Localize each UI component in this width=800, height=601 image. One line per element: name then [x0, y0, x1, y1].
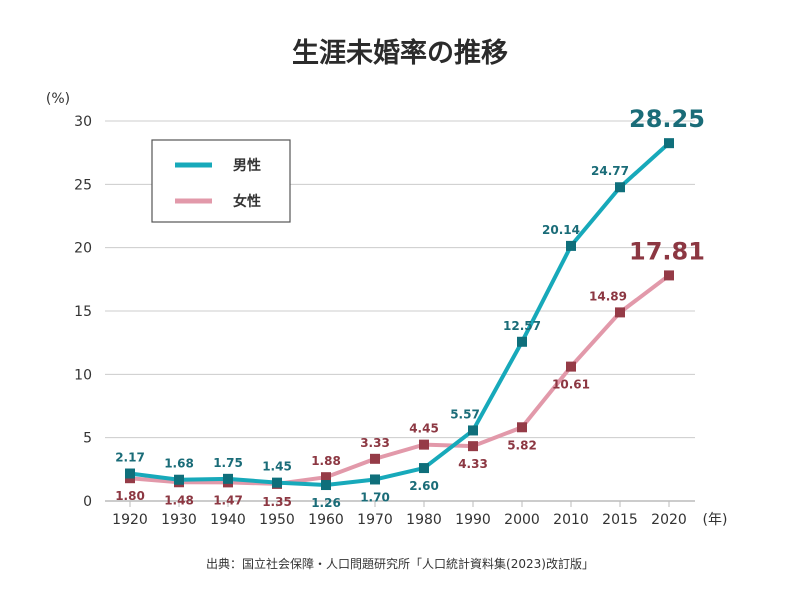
- data-point: [468, 441, 478, 452]
- data-label: 24.77: [591, 164, 629, 178]
- data-point: [615, 182, 625, 193]
- chart-title: 生涯未婚率の推移: [292, 37, 508, 69]
- x-tick-label: 1940: [210, 512, 246, 528]
- data-label: 3.33: [360, 436, 390, 450]
- y-tick-label: 20: [74, 241, 92, 257]
- data-labels-female: 1.80 1.48 1.47 1.35 1.88 3.33 4.45 4.33 5.82 10.6…: [115, 237, 705, 508]
- y-tick-label: 10: [74, 367, 92, 383]
- data-point: [419, 439, 429, 450]
- x-tick-label: 1960: [308, 512, 344, 528]
- data-point: [272, 477, 282, 488]
- data-labels-male: 2.17 1.68 1.75 1.45 1.26 1.70 2.60 5.57 12.57 20.…: [115, 105, 705, 510]
- data-point: [615, 307, 625, 318]
- legend: 男性 女性: [151, 139, 291, 223]
- data-label: 1.35: [262, 495, 292, 509]
- data-point: [419, 463, 429, 474]
- y-tick-label: 30: [74, 114, 92, 130]
- y-tick-label: 25: [74, 177, 92, 193]
- y-axis-label: (%): [46, 91, 70, 107]
- data-label: 10.61: [552, 378, 590, 392]
- legend-label-female: 女性: [233, 193, 261, 210]
- data-point: [566, 240, 576, 251]
- x-tick-label: 2015: [602, 512, 638, 528]
- data-label: 4.33: [458, 457, 488, 471]
- data-point: [174, 474, 184, 485]
- source-note: 出典：国立社会保障・人口問題研究所「人口統計資料集(2023)改訂版」: [206, 556, 594, 571]
- x-tick-label: 1990: [455, 512, 491, 528]
- series-line: [129, 273, 671, 486]
- data-label: 1.45: [262, 460, 292, 474]
- x-tick-label: 1980: [406, 512, 442, 528]
- data-label: 17.81: [629, 237, 705, 265]
- y-tick-label: 0: [83, 494, 92, 510]
- data-point: [321, 472, 331, 483]
- data-point: [664, 138, 674, 149]
- data-label: 5.57: [450, 407, 480, 421]
- data-point: [517, 336, 527, 347]
- data-label: 1.75: [213, 456, 243, 470]
- x-tick-label: 1930: [161, 512, 197, 528]
- x-tick-label: 2000: [504, 512, 540, 528]
- data-point: [370, 474, 380, 485]
- data-label: 5.82: [507, 438, 537, 452]
- data-point: [370, 453, 380, 464]
- data-label: 1.26: [311, 496, 341, 510]
- legend-box: [151, 139, 291, 223]
- data-label: 1.70: [360, 490, 390, 504]
- x-tick-label: 2010: [553, 512, 589, 528]
- data-point: [664, 270, 674, 281]
- x-tick-label: 1950: [259, 512, 295, 528]
- y-tick-label: 5: [83, 431, 92, 447]
- data-label: 1.68: [164, 457, 194, 471]
- data-label: 1.80: [115, 489, 145, 503]
- data-point: [223, 473, 233, 484]
- data-point: [321, 480, 331, 491]
- data-label: 2.17: [115, 451, 145, 465]
- x-tick-label: 1970: [357, 512, 393, 528]
- data-label: 14.89: [589, 289, 627, 303]
- legend-label-male: 男性: [233, 157, 261, 174]
- y-tick-label: 15: [74, 304, 92, 320]
- data-label: 1.48: [164, 493, 194, 507]
- x-tick-label: 1920: [112, 512, 148, 528]
- series-male: [125, 138, 674, 491]
- data-label: 20.14: [542, 223, 580, 237]
- x-tick-label: 2020: [651, 512, 687, 528]
- data-label: 1.88: [311, 454, 341, 468]
- data-point: [517, 422, 527, 433]
- data-label: 1.47: [213, 493, 243, 507]
- series-line: [129, 141, 671, 488]
- data-point: [125, 468, 135, 479]
- data-label: 4.45: [409, 422, 439, 436]
- data-point: [566, 361, 576, 372]
- data-label: 12.57: [503, 319, 541, 333]
- x-axis-label: (年): [703, 512, 728, 528]
- data-point: [468, 425, 478, 436]
- data-label: 2.60: [409, 479, 439, 493]
- data-label: 28.25: [629, 105, 705, 133]
